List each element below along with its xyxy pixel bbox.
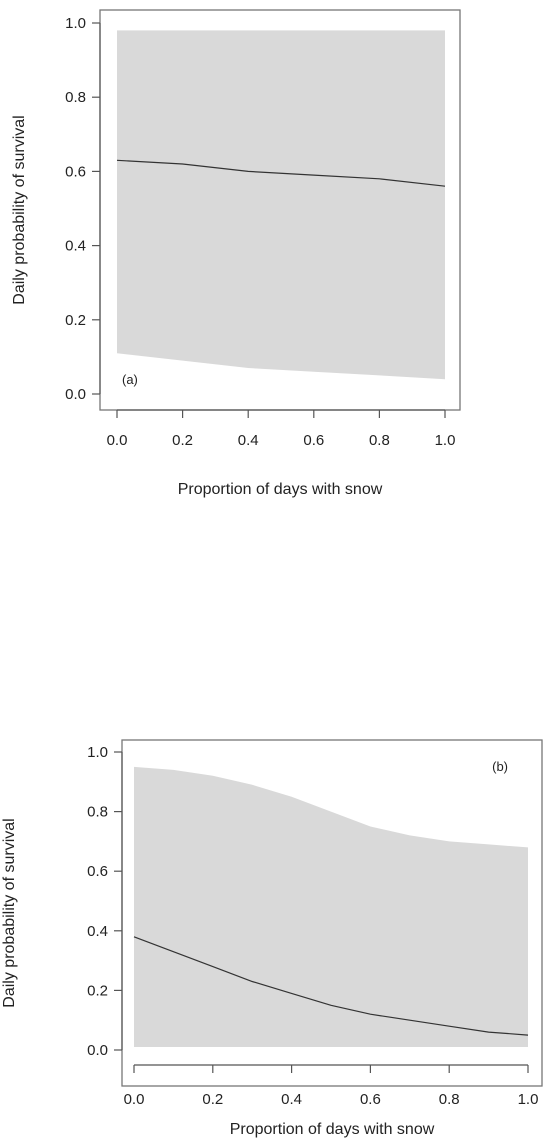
confidence-band bbox=[134, 766, 528, 1047]
chart-panel-a: 0.0 0.2 0.4 0.6 0.8 1.0 0.0 0.2 0.4 0.6 0.8 1.0 Prop… bbox=[0, 0, 548, 520]
y-tick-label: 1.0 bbox=[87, 744, 108, 761]
y-tick-label: 0.2 bbox=[87, 982, 108, 999]
confidence-band bbox=[117, 30, 445, 380]
y-tick-label: 0.8 bbox=[87, 804, 108, 821]
x-axis-title: Proportion of days with snow bbox=[178, 481, 383, 498]
y-tick-label: 0.0 bbox=[87, 1042, 108, 1059]
y-tick-label: 0.8 bbox=[65, 89, 86, 106]
x-axis-title: Proportion of days with snow bbox=[230, 1121, 435, 1138]
estimate-line bbox=[133, 936, 529, 1036]
x-tick-label: 0.0 bbox=[107, 432, 128, 449]
survival-chart-a: 0.0 0.2 0.4 0.6 0.8 1.0 0.0 0.2 0.4 0.6 0.8 1.0 Prop… bbox=[11, 9, 461, 498]
x-tick-label: 0.0 bbox=[124, 1091, 145, 1108]
panel-label: (b) bbox=[492, 759, 508, 774]
y-tick-label: 0.4 bbox=[65, 238, 86, 255]
survival-chart-b: 0.0 0.2 0.4 0.6 0.8 1.0 0.0 0.2 0.4 0.6 0.8 1.0 Prop… bbox=[1, 739, 543, 1138]
x-tick-label: 0.2 bbox=[202, 1091, 223, 1108]
x-tick-label: 1.0 bbox=[518, 1091, 539, 1108]
y-tick-label: 0.4 bbox=[87, 923, 108, 940]
chart-panel-b: 0.0 0.2 0.4 0.6 0.8 1.0 0.0 0.2 0.4 0.6 0.8 1.0 Prop… bbox=[0, 720, 548, 1139]
y-axis-title: Daily probability of survival bbox=[11, 115, 28, 304]
y-tick-label: 0.2 bbox=[65, 312, 86, 329]
x-tick-label: 1.0 bbox=[435, 432, 456, 449]
y-tick-label: 1.0 bbox=[65, 15, 86, 32]
y-tick-label: 0.0 bbox=[65, 386, 86, 403]
x-tick-label: 0.2 bbox=[172, 432, 193, 449]
x-tick-label: 0.4 bbox=[281, 1091, 302, 1108]
x-tick-label: 0.6 bbox=[303, 432, 324, 449]
x-tick-label: 0.6 bbox=[360, 1091, 381, 1108]
y-axis-title: Daily probability of survival bbox=[1, 818, 18, 1007]
panel-label: (a) bbox=[122, 372, 138, 387]
x-tick-label: 0.8 bbox=[439, 1091, 460, 1108]
y-tick-label: 0.6 bbox=[87, 863, 108, 880]
x-tick-label: 0.8 bbox=[369, 432, 390, 449]
estimate-line bbox=[116, 159, 446, 187]
y-tick-label: 0.6 bbox=[65, 163, 86, 180]
x-tick-label: 0.4 bbox=[238, 432, 259, 449]
